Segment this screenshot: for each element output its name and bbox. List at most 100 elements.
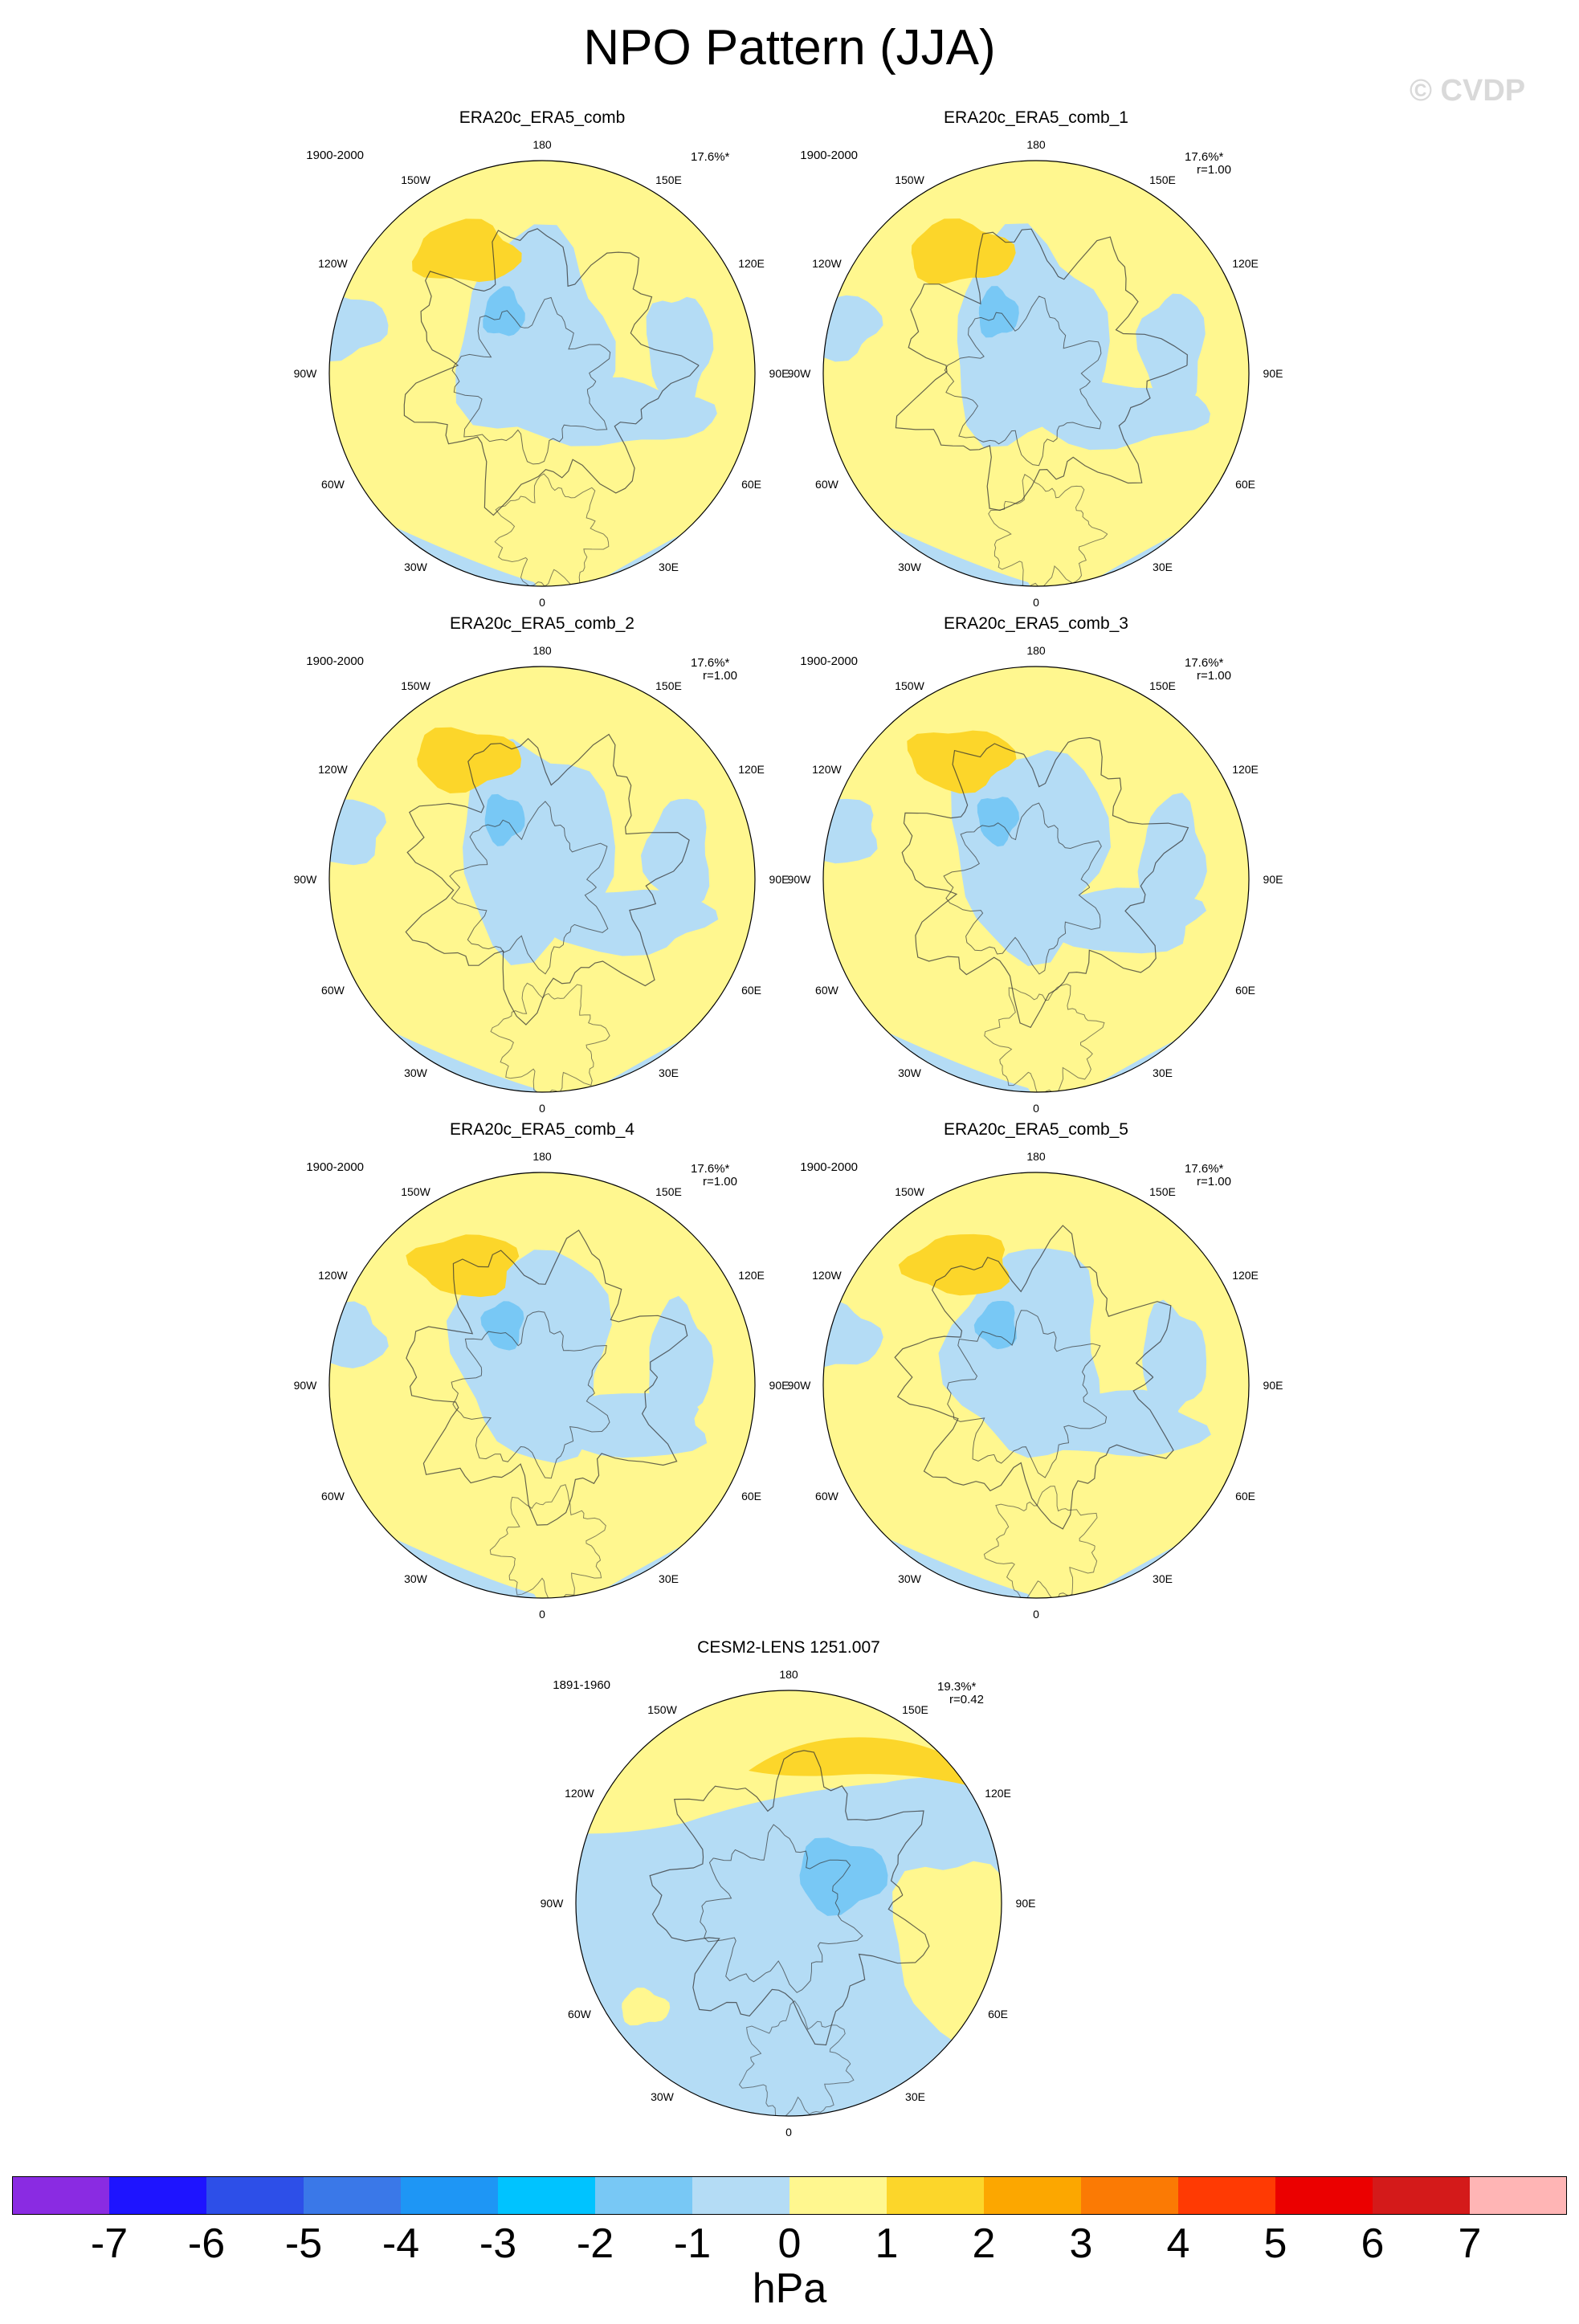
panel-correlation: r=1.00: [1197, 669, 1231, 683]
polar-map: [822, 160, 1250, 587]
panel-variance-pct: 17.6%*: [1185, 656, 1224, 670]
lon-label-ul2: 120W: [812, 762, 842, 776]
panel-period: 1900-2000: [800, 1160, 858, 1174]
lon-label-lr2: 30E: [1153, 560, 1173, 573]
colorbar-segment: [595, 2176, 693, 2215]
lon-label-top: 180: [532, 644, 552, 657]
panel-title: ERA20c_ERA5_comb_5: [944, 1120, 1128, 1139]
polar-map: [328, 160, 756, 587]
colorbar-tick-label: 3: [1069, 2220, 1093, 2267]
colorbar-tick-label: -3: [479, 2220, 517, 2267]
colorbar-segment: [1178, 2176, 1276, 2215]
colorbar-tick-label: -2: [576, 2220, 614, 2267]
panel-correlation: r=0.42: [949, 1693, 984, 1706]
map-panel-2: ERA20c_ERA5_comb_1 1900-2000 17.6%* r=1.00 1…: [787, 108, 1285, 609]
lon-label-ul1: 150W: [895, 679, 924, 693]
lon-label-lr2: 30E: [905, 2090, 925, 2103]
lon-label-ll2: 30W: [404, 560, 427, 573]
lon-label-ur1: 150E: [655, 679, 682, 693]
map-panel-4: ERA20c_ERA5_comb_3 1900-2000 17.6%* r=1.00 1…: [787, 614, 1285, 1115]
map-panel-1: ERA20c_ERA5_comb 1900-2000 17.6%* 180 0 90W 90…: [293, 108, 791, 609]
lon-label-top: 180: [532, 138, 552, 151]
panel-period: 1900-2000: [306, 1160, 364, 1174]
lon-label-ul2: 120W: [565, 1786, 594, 1800]
colorbar-tick-label: 6: [1361, 2220, 1385, 2267]
lon-label-bottom: 0: [539, 1608, 545, 1621]
colorbar-segment: [109, 2176, 207, 2215]
lon-label-lr1: 60E: [1235, 1489, 1256, 1502]
lon-label-ur1: 150E: [1149, 679, 1176, 693]
polar-map: [822, 666, 1250, 1093]
lon-label-ll2: 30W: [898, 1572, 921, 1585]
lon-label-ur2: 120E: [1232, 1268, 1259, 1282]
lon-label-lr2: 30E: [659, 560, 679, 573]
lon-label-ul2: 120W: [812, 256, 842, 270]
colorbar-segment: [12, 2176, 110, 2215]
lon-label-lr1: 60E: [741, 1489, 762, 1502]
polar-map: [575, 1690, 1002, 2117]
lon-label-lr1: 60E: [988, 2007, 1009, 2020]
lon-label-top: 180: [532, 1150, 552, 1163]
colorbar-segment: [1275, 2176, 1373, 2215]
lon-label-left: 90W: [293, 367, 317, 380]
colorbar-tick-label: -5: [284, 2220, 323, 2267]
colorbar-segment: [1081, 2176, 1179, 2215]
panel-variance-pct: 17.6%*: [1185, 1162, 1224, 1176]
colorbar-tick-label: -6: [187, 2220, 226, 2267]
lon-label-right: 90E: [769, 1379, 790, 1392]
panel-title: CESM2-LENS 1251.007: [697, 1638, 880, 1657]
lon-label-ur1: 150E: [1149, 173, 1176, 187]
panel-period: 1900-2000: [800, 149, 858, 162]
lon-label-lr2: 30E: [659, 1572, 679, 1585]
lon-label-left: 90W: [787, 873, 811, 886]
panel-title: ERA20c_ERA5_comb_2: [450, 614, 634, 633]
lon-label-ul1: 150W: [401, 679, 430, 693]
lon-label-right: 90E: [769, 873, 790, 886]
lon-label-ur2: 120E: [985, 1786, 1011, 1800]
colorbar-units: hPa: [752, 2265, 827, 2312]
lon-label-ur2: 120E: [738, 256, 765, 270]
map-panel-3: ERA20c_ERA5_comb_2 1900-2000 17.6%* r=1.00 1…: [293, 614, 791, 1115]
lon-label-top: 180: [1026, 644, 1046, 657]
map-panel-5: ERA20c_ERA5_comb_4 1900-2000 17.6%* r=1.00 1…: [293, 1120, 791, 1621]
panel-period: 1900-2000: [306, 149, 364, 162]
colorbar-tick-label: -7: [90, 2220, 129, 2267]
colorbar-segment: [887, 2176, 985, 2215]
lon-label-lr1: 60E: [1235, 477, 1256, 491]
lon-label-lr1: 60E: [741, 477, 762, 491]
lon-label-ul1: 150W: [895, 1185, 924, 1199]
lon-label-ll1: 60W: [815, 1489, 838, 1502]
lon-label-ur1: 150E: [1149, 1185, 1176, 1199]
lon-label-ll2: 30W: [404, 1572, 427, 1585]
panel-period: 1891-1960: [553, 1678, 610, 1692]
lon-label-bottom: 0: [785, 2126, 792, 2138]
lon-label-top: 180: [1026, 138, 1046, 151]
colorbar: [12, 2176, 1567, 2215]
lon-label-ur1: 150E: [655, 173, 682, 187]
lon-label-ll2: 30W: [404, 1066, 427, 1079]
panel-variance-pct: 19.3%*: [937, 1680, 977, 1694]
lon-label-ul2: 120W: [318, 762, 348, 776]
colorbar-segment: [790, 2176, 887, 2215]
panel-title: ERA20c_ERA5_comb_3: [944, 614, 1128, 633]
lon-label-ll2: 30W: [898, 560, 921, 573]
lon-label-ur2: 120E: [738, 762, 765, 776]
colorbar-tick-label: 7: [1458, 2220, 1482, 2267]
colorbar-segment: [498, 2176, 596, 2215]
colorbar-tick-label: 5: [1263, 2220, 1287, 2267]
panel-variance-pct: 17.6%*: [691, 1162, 730, 1176]
polar-map: [328, 1172, 756, 1599]
figure-title: NPO Pattern (JJA): [583, 20, 996, 75]
lon-label-ul1: 150W: [647, 1703, 677, 1717]
panel-title: ERA20c_ERA5_comb: [459, 108, 626, 127]
colorbar-segment: [692, 2176, 790, 2215]
lon-label-bottom: 0: [1033, 1608, 1039, 1621]
lon-label-ul2: 120W: [318, 1268, 348, 1282]
lon-label-ll1: 60W: [321, 1489, 345, 1502]
lon-label-ul2: 120W: [812, 1268, 842, 1282]
lon-label-lr2: 30E: [659, 1066, 679, 1079]
colorbar-segment: [401, 2176, 499, 2215]
panel-variance-pct: 17.6%*: [691, 150, 730, 164]
lon-label-ll1: 60W: [815, 477, 838, 491]
panel-period: 1900-2000: [306, 654, 364, 668]
